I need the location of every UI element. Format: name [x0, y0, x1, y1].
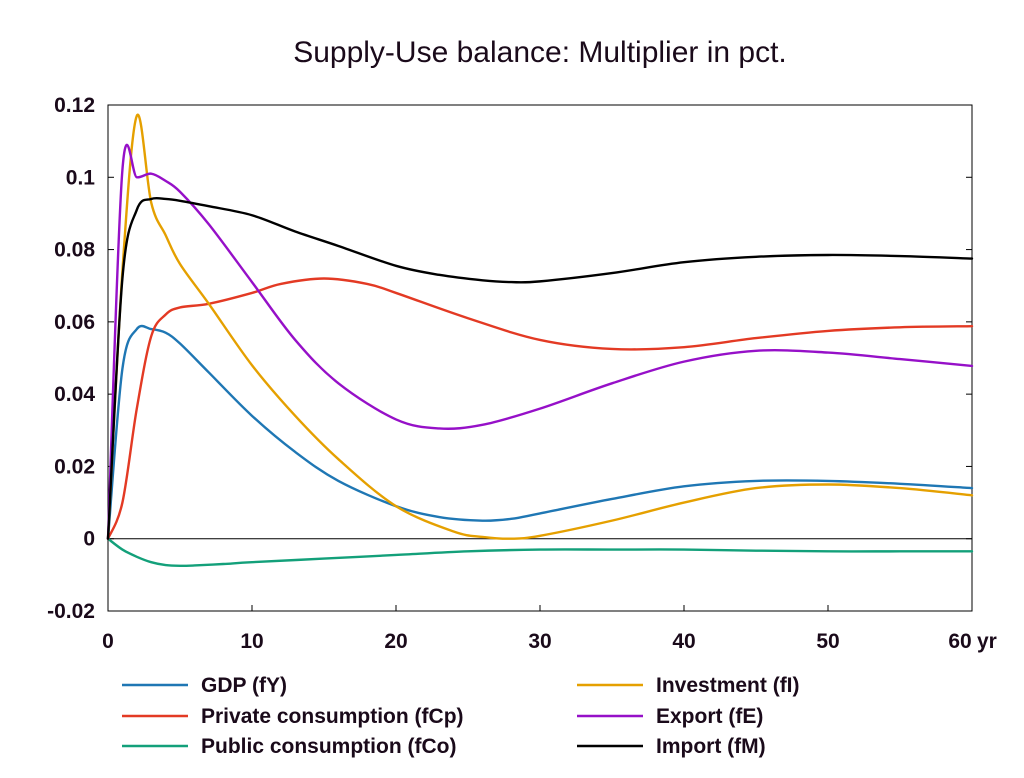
x-tick-label: 50: [816, 630, 839, 653]
series-line-5: [106, 196, 974, 540]
x-tick-label: 30: [528, 630, 551, 653]
legend-label-1: Private consumption (fCp): [201, 705, 464, 728]
x-tick-label: 20: [384, 630, 407, 653]
x-tick-label: 10: [240, 630, 263, 653]
series-line-0: [106, 324, 974, 540]
x-unit-label: yr: [977, 630, 997, 653]
y-axis: -0.02 0 0.02 0.04 0.06 0.08 0.1 0.12: [47, 94, 972, 623]
chart-title: Supply-Use balance: Multiplier in pct.: [293, 36, 787, 69]
series-lines: [106, 113, 974, 568]
series-line-2: [106, 537, 974, 568]
series-line-1: [106, 277, 974, 540]
y-tick-label: 0.02: [54, 455, 95, 478]
legend-label-0: GDP (fY): [201, 674, 287, 697]
y-tick-label: 0: [83, 528, 95, 551]
y-tick-label: -0.02: [47, 600, 95, 623]
y-tick-label: 0.06: [54, 311, 95, 334]
y-tick-label: 0.04: [54, 383, 95, 406]
legend: GDP (fY) Private consumption (fCp) Public …: [122, 674, 800, 758]
legend-label-5: Import (fM): [656, 735, 766, 758]
x-axis: 0 10 20 30 40 50 60 yr: [102, 605, 997, 653]
legend-label-3: Investment (fI): [656, 674, 800, 697]
y-tick-label: 0.12: [54, 94, 95, 117]
legend-label-2: Public consumption (fCo): [201, 735, 456, 758]
x-tick-label: 0: [102, 630, 114, 653]
y-tick-label: 0.1: [66, 166, 96, 189]
y-tick-label: 0.08: [54, 239, 95, 262]
x-tick-label: 40: [672, 630, 695, 653]
x-tick-label: 60: [948, 630, 971, 653]
series-line-3: [106, 113, 974, 540]
legend-label-4: Export (fE): [656, 705, 763, 728]
series-line-4: [106, 143, 974, 540]
